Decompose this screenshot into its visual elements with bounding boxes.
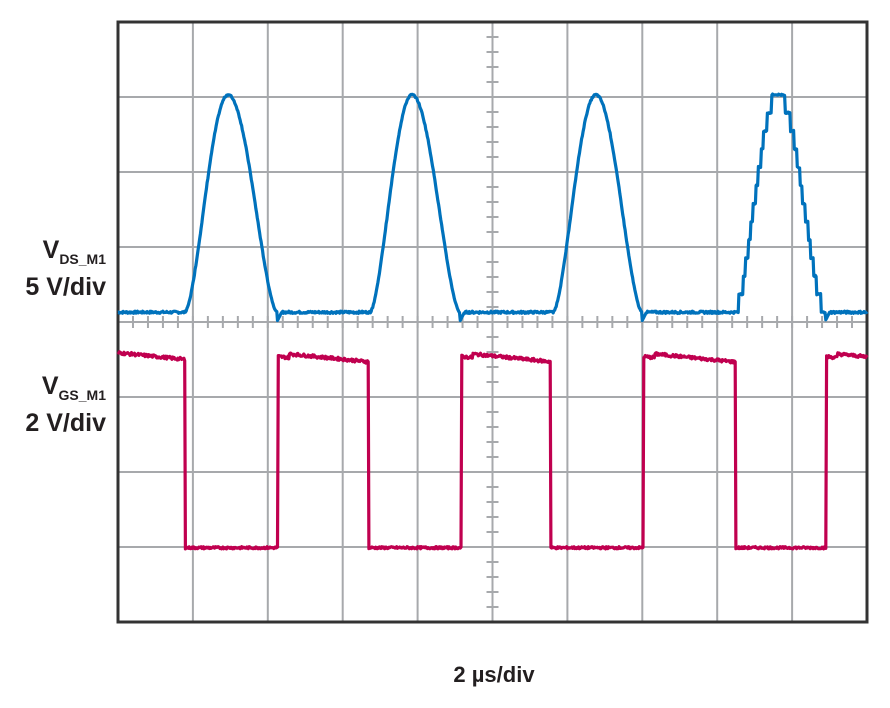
x-axis-label: 2 µs/div	[453, 662, 535, 687]
vds-label: VDS_M1 5 V/div	[0, 236, 106, 301]
vds-label-main: V	[42, 236, 60, 264]
plot-frame	[116, 20, 869, 624]
vgs-label-main: V	[41, 372, 59, 400]
vgs-scale: 2 V/div	[25, 409, 106, 437]
vgs-label-sub: GS_M1	[58, 387, 106, 403]
vds-trace	[117, 92, 869, 323]
vgs-label: VGS_M1 2 V/div	[0, 372, 106, 437]
vgs-trace	[116, 350, 869, 551]
vds-label-sub: DS_M1	[59, 251, 106, 267]
vds-scale: 5 V/div	[25, 273, 106, 301]
